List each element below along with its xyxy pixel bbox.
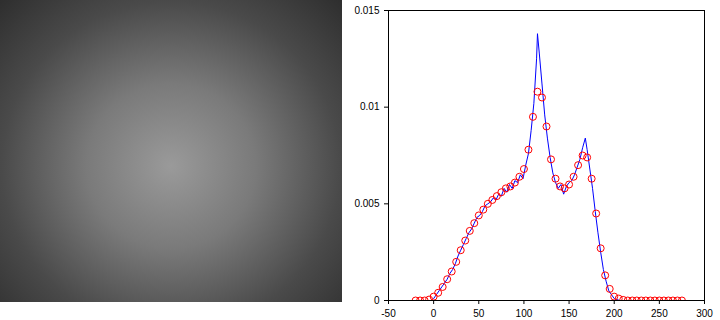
svg-text:250: 250 <box>651 308 668 318</box>
svg-text:0.01: 0.01 <box>360 101 380 112</box>
svg-text:0: 0 <box>431 308 437 318</box>
svg-text:200: 200 <box>606 308 623 318</box>
svg-text:-50: -50 <box>381 308 396 318</box>
svg-text:100: 100 <box>516 308 533 318</box>
svg-text:0.015: 0.015 <box>354 5 379 16</box>
svg-text:50: 50 <box>473 308 485 318</box>
svg-text:150: 150 <box>561 308 578 318</box>
svg-text:0: 0 <box>374 295 380 306</box>
svg-text:0.005: 0.005 <box>354 198 379 209</box>
svg-text:300: 300 <box>696 308 713 318</box>
